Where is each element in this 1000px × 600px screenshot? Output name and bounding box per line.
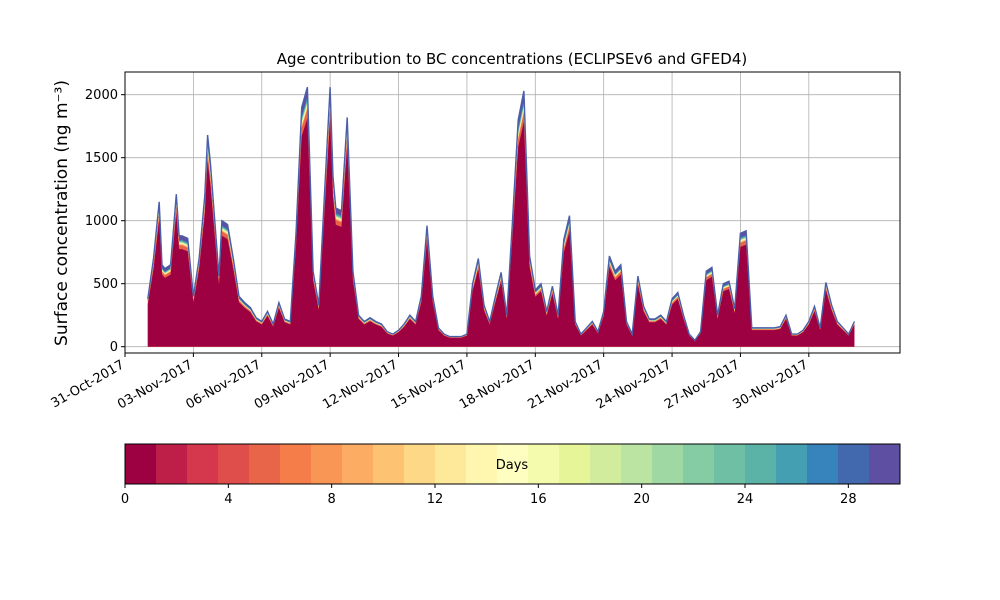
colorbar-swatch xyxy=(466,444,498,484)
colorbar-swatch xyxy=(776,444,808,484)
colorbar-swatch xyxy=(373,444,405,484)
colorbar-tick-label: 12 xyxy=(427,492,444,507)
y-tick-label: 500 xyxy=(93,277,118,292)
colorbar-tick-label: 28 xyxy=(840,492,857,507)
colorbar-swatch xyxy=(869,444,901,484)
colorbar-swatch xyxy=(838,444,870,484)
colorbar-swatch xyxy=(714,444,746,484)
chart-title: Age contribution to BC concentrations (E… xyxy=(277,50,748,68)
colorbar-swatch xyxy=(435,444,467,484)
colorbar-swatch xyxy=(404,444,436,484)
colorbar-tick-label: 24 xyxy=(737,492,754,507)
colorbar-tick-label: 20 xyxy=(633,492,650,507)
colorbar-swatch xyxy=(745,444,777,484)
colorbar-swatch xyxy=(807,444,839,484)
colorbar-swatch xyxy=(280,444,312,484)
colorbar-swatch xyxy=(218,444,250,484)
colorbar-swatch xyxy=(497,444,529,484)
y-tick-label: 2000 xyxy=(85,88,118,103)
colorbar-swatch xyxy=(249,444,281,484)
colorbar-tick-label: 8 xyxy=(328,492,336,507)
colorbar-swatch xyxy=(652,444,684,484)
colorbar-swatches xyxy=(125,444,901,484)
colorbar-ticks: 0 4 8 12 16 20 24 28 xyxy=(121,484,857,507)
y-tick-label: 0 xyxy=(110,340,118,355)
y-tick-label: 1000 xyxy=(85,214,118,229)
age-band-day0-area xyxy=(147,118,855,347)
colorbar-swatch xyxy=(156,444,188,484)
colorbar-swatch xyxy=(559,444,591,484)
colorbar-swatch xyxy=(311,444,343,484)
colorbar-swatch xyxy=(125,444,157,484)
y-axis-ticks: 0 500 1000 1500 2000 xyxy=(85,88,125,355)
colorbar-swatch xyxy=(590,444,622,484)
y-axis-label: Surface concentration (ng m⁻³) xyxy=(52,80,72,346)
colorbar-swatch xyxy=(187,444,219,484)
colorbar-swatch xyxy=(528,444,560,484)
stacked-age-areas xyxy=(147,86,856,347)
total-concentration-line xyxy=(147,86,856,342)
colorbar-swatch xyxy=(621,444,653,484)
y-tick-label: 1500 xyxy=(85,151,118,166)
colorbar-swatch xyxy=(683,444,715,484)
colorbar-frame xyxy=(124,443,901,485)
colorbar-swatch xyxy=(342,444,374,484)
colorbar-tick-label: 16 xyxy=(530,492,547,507)
colorbar-label: Days xyxy=(496,458,529,473)
colorbar-tick-label: 4 xyxy=(224,492,232,507)
colorbar-tick-label: 0 xyxy=(121,492,129,507)
colorbar: Days 0 4 8 12 16 20 24 28 xyxy=(121,443,901,507)
plot-frame xyxy=(124,71,901,354)
